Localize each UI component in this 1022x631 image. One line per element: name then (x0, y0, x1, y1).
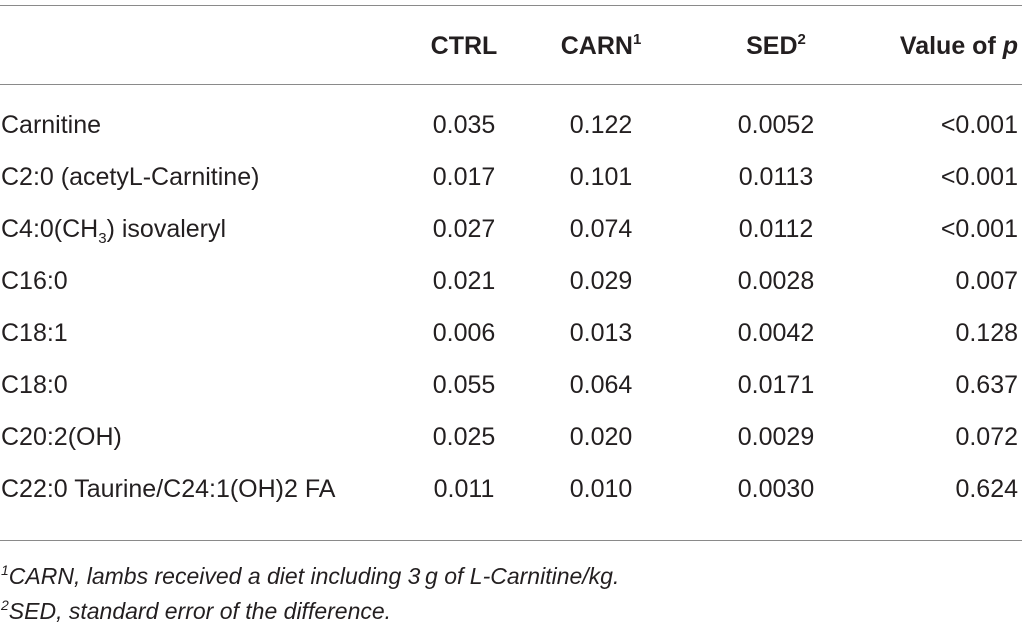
cell-carn: 0.064 (569, 371, 633, 399)
cell-carn: 0.010 (569, 475, 633, 503)
cell-p: 0.007 (955, 267, 1018, 295)
table-top-rule (0, 5, 1022, 6)
row-label: C18:0 (1, 371, 68, 399)
row-label: C2:0 (acetyL-Carnitine) (1, 163, 260, 191)
header-sed: SED2 (746, 31, 806, 60)
header-ctrl: CTRL (430, 32, 498, 60)
table-bottom-rule (0, 540, 1022, 541)
cell-ctrl: 0.025 (432, 423, 496, 451)
row-label: C22:0 Taurine/C24:1(OH)2 FA (1, 475, 336, 503)
cell-sed: 0.0030 (737, 475, 815, 503)
cell-sed: 0.0052 (737, 111, 815, 139)
cell-carn: 0.074 (569, 215, 633, 243)
cell-sed: 0.0028 (737, 267, 815, 295)
cell-p: 0.624 (955, 475, 1018, 503)
cell-carn: 0.029 (569, 267, 633, 295)
row-label: C18:1 (1, 319, 68, 347)
cell-p: 0.128 (955, 319, 1018, 347)
cell-carn: 0.020 (569, 423, 633, 451)
cell-p: <0.001 (940, 215, 1018, 243)
header-carn: CARN1 (560, 31, 642, 60)
cell-ctrl: 0.021 (432, 267, 496, 295)
cell-ctrl: 0.055 (432, 371, 496, 399)
cell-carn: 0.013 (569, 319, 633, 347)
cell-p: 0.072 (955, 423, 1018, 451)
header-p-value: Value of p (899, 32, 1018, 60)
cell-sed: 0.0113 (738, 163, 814, 191)
cell-sed: 0.0112 (738, 215, 814, 243)
cell-ctrl: 0.011 (433, 475, 495, 503)
cell-sed: 0.0042 (737, 319, 815, 347)
cell-sed: 0.0171 (737, 371, 815, 399)
cell-carn: 0.101 (569, 163, 633, 191)
cell-carn: 0.122 (569, 111, 633, 139)
row-label: C20:2(OH) (1, 423, 122, 451)
cell-p: <0.001 (940, 163, 1018, 191)
cell-ctrl: 0.035 (432, 111, 496, 139)
cell-sed: 0.0029 (737, 423, 815, 451)
footnote-1: 1CARN, lambs received a diet including 3… (1, 562, 620, 589)
cell-p: <0.001 (940, 111, 1018, 139)
cell-ctrl: 0.006 (432, 319, 496, 347)
cell-p: 0.637 (955, 371, 1018, 399)
cell-ctrl: 0.027 (432, 215, 496, 243)
row-label: C16:0 (1, 267, 68, 295)
row-label: Carnitine (1, 111, 102, 139)
row-label: C4:0(CH3) isovaleryl (1, 215, 227, 247)
footnote-2: 2SED, standard error of the difference. (1, 597, 392, 624)
table-header-rule (0, 84, 1022, 85)
cell-ctrl: 0.017 (432, 163, 496, 191)
